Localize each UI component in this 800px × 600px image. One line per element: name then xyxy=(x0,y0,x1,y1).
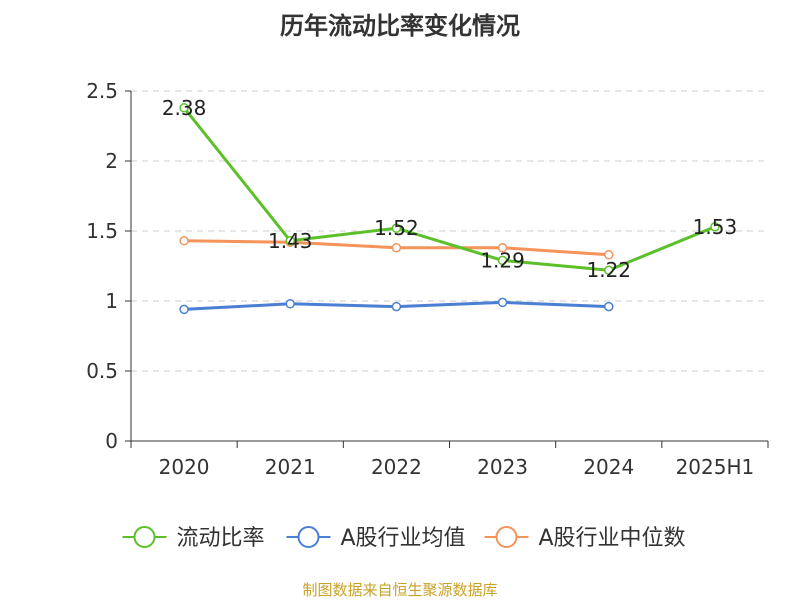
data-point xyxy=(391,243,402,253)
data-label: 1.29 xyxy=(480,248,525,272)
data-label: 1.22 xyxy=(586,258,631,282)
x-tick-label: 2024 xyxy=(583,455,634,479)
data-point xyxy=(497,243,508,253)
y-tick-label: 2 xyxy=(105,149,118,173)
legend-symbol-marker xyxy=(495,526,518,548)
y-tick-label: 1.5 xyxy=(86,219,118,243)
x-tick-label: 2021 xyxy=(265,455,316,479)
data-point xyxy=(710,222,720,232)
data-label: 1.43 xyxy=(268,229,313,253)
data-label: 2.38 xyxy=(162,96,207,120)
data-point xyxy=(285,299,295,309)
x-tick-label: 2023 xyxy=(477,455,528,479)
source-note: 制图数据来自恒生聚源数据库 xyxy=(302,581,498,599)
data-label: 1.53 xyxy=(693,215,738,239)
x-tick-label: 2022 xyxy=(371,455,422,479)
y-tick-label: 0.5 xyxy=(86,359,118,383)
data-point xyxy=(179,304,189,315)
data-point xyxy=(497,297,508,308)
data-point xyxy=(604,301,614,312)
data-label: 1.52 xyxy=(374,216,419,240)
data-point xyxy=(179,236,189,246)
data-point xyxy=(391,301,402,312)
data-point xyxy=(285,236,295,246)
data-point xyxy=(179,103,189,113)
series-line xyxy=(182,106,716,272)
data-point xyxy=(604,250,614,260)
legend-symbol-marker xyxy=(297,526,320,548)
chart-title: 历年流动比率变化情况 xyxy=(280,12,520,40)
y-tick-label: 0 xyxy=(105,429,118,453)
y-tick-label: 1 xyxy=(105,289,118,313)
x-tick-label: 2025H1 xyxy=(676,455,755,479)
legend-symbol-marker xyxy=(133,526,156,548)
legend-label: A股行业中位数 xyxy=(539,526,686,551)
legend-label: A股行业均值 xyxy=(341,526,466,551)
data-point xyxy=(497,255,508,266)
x-tick-label: 2020 xyxy=(159,455,210,479)
data-point xyxy=(604,265,614,275)
legend-label: 流动比率 xyxy=(177,526,265,551)
data-point xyxy=(391,223,402,233)
y-tick-label: 2.5 xyxy=(86,79,118,103)
